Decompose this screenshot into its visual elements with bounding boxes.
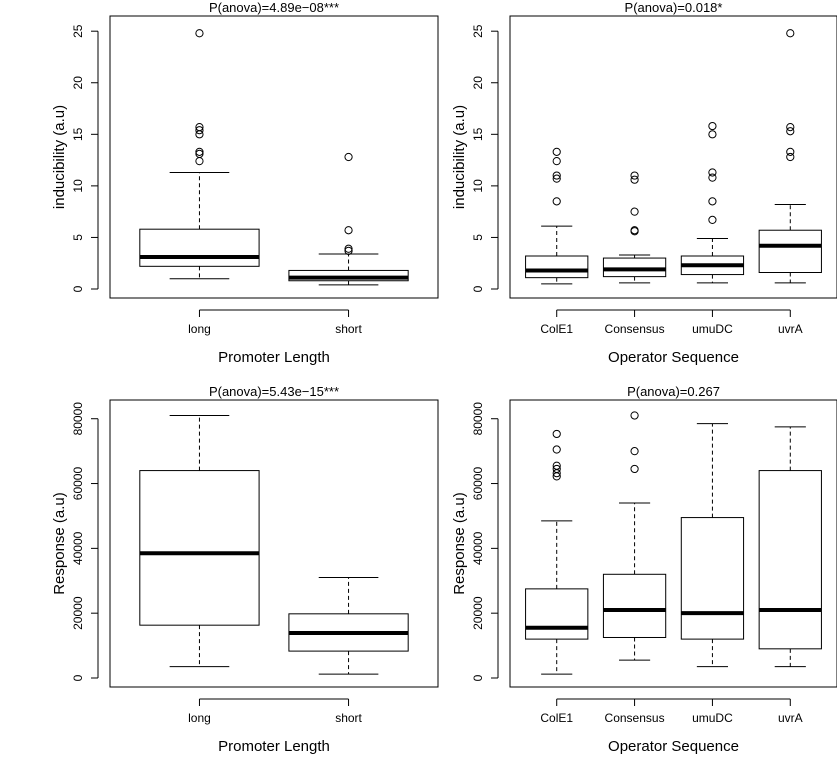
y-tick-label: 5	[471, 234, 485, 241]
box	[603, 574, 665, 637]
outlier-point	[709, 216, 716, 223]
chart-title: P(anova)=0.267	[627, 384, 720, 399]
outlier-point	[553, 158, 560, 165]
y-axis-label: Response (a.u)	[451, 492, 468, 595]
y-tick-label: 40000	[471, 531, 485, 565]
outlier-point	[553, 198, 560, 205]
y-tick-label: 25	[71, 24, 85, 38]
outlier-point	[345, 153, 352, 160]
y-tick-label: 0	[71, 674, 85, 681]
x-tick-label: uvrA	[778, 711, 803, 725]
y-axis-label: inducibility (a.u)	[51, 105, 68, 209]
outlier-point	[631, 448, 638, 455]
y-tick-label: 20	[71, 76, 85, 90]
outlier-point	[553, 430, 560, 437]
panel-4: P(anova)=0.267 0 20000 40000 60000 80000 Respo…	[451, 384, 837, 755]
y-tick-label: 25	[471, 24, 485, 38]
x-tick-label: uvrA	[778, 322, 803, 336]
box	[759, 230, 821, 272]
x-tick-label: umuDC	[692, 322, 733, 336]
y-tick-label: 60000	[71, 467, 85, 501]
y-tick-label: 80000	[471, 402, 485, 436]
y-tick-label: 80000	[71, 402, 85, 436]
outlier-point	[553, 148, 560, 155]
y-tick-label: 0	[471, 674, 485, 681]
outlier-point	[787, 123, 794, 130]
outlier-point	[631, 172, 638, 179]
chart-title: P(anova)=0.018*	[625, 0, 723, 15]
y-tick-label: 0	[71, 285, 85, 292]
y-tick-label: 40000	[71, 531, 85, 565]
y-tick-label: 15	[71, 127, 85, 141]
outlier-point	[553, 446, 560, 453]
outlier-point	[709, 198, 716, 205]
outlier-point	[631, 176, 638, 183]
x-axis-label: Operator Sequence	[608, 349, 739, 366]
outlier-point	[787, 148, 794, 155]
chart-title: P(anova)=4.89e−08***	[209, 0, 339, 15]
outlier-point	[709, 131, 716, 138]
y-tick-label: 0	[471, 285, 485, 292]
chart-title: P(anova)=5.43e−15***	[209, 384, 339, 399]
box	[526, 256, 588, 278]
x-tick-label: umuDC	[692, 711, 733, 725]
outlier-point	[787, 128, 794, 135]
panel-1: P(anova)=4.89e−08*** 0 5 10 15 20 25 inducibili…	[51, 0, 438, 366]
x-axis-label: Promoter Length	[218, 349, 330, 366]
y-tick-label: 60000	[471, 467, 485, 501]
y-tick-label: 20000	[471, 596, 485, 630]
x-tick-label: ColE1	[540, 322, 573, 336]
x-tick-label: Consensus	[605, 711, 665, 725]
x-tick-label: long	[188, 322, 211, 336]
outlier-point	[196, 158, 203, 165]
outlier-point	[345, 227, 352, 234]
y-tick-label: 10	[471, 179, 485, 193]
y-tick-label: 5	[71, 234, 85, 241]
y-axis-label: inducibility (a.u)	[451, 105, 468, 209]
y-tick-label: 20	[471, 76, 485, 90]
x-axis-label: Promoter Length	[218, 738, 330, 755]
box	[140, 229, 259, 266]
x-axis-label: Operator Sequence	[608, 738, 739, 755]
outlier-point	[631, 208, 638, 215]
x-tick-label: short	[335, 711, 362, 725]
outlier-point	[709, 169, 716, 176]
box	[603, 258, 665, 277]
outlier-point	[709, 122, 716, 129]
y-tick-label: 10	[71, 179, 85, 193]
x-tick-label: short	[335, 322, 362, 336]
x-tick-label: long	[188, 711, 211, 725]
x-tick-label: ColE1	[540, 711, 573, 725]
box	[526, 589, 588, 639]
outlier-point	[631, 465, 638, 472]
y-tick-label: 15	[471, 127, 485, 141]
box	[759, 471, 821, 649]
y-tick-label: 20000	[71, 596, 85, 630]
panel-2: P(anova)=0.018* 0 5 10 15 20 25 inducibility (a…	[451, 0, 837, 366]
outlier-point	[787, 30, 794, 37]
box	[140, 471, 259, 626]
y-axis-label: Response (a.u)	[51, 492, 68, 595]
box	[681, 518, 743, 640]
outlier-point	[631, 412, 638, 419]
outlier-point	[196, 30, 203, 37]
panel-3: P(anova)=5.43e−15*** 0 20000 40000 60000 8000…	[51, 384, 438, 755]
outlier-point	[196, 131, 203, 138]
x-tick-label: Consensus	[605, 322, 665, 336]
